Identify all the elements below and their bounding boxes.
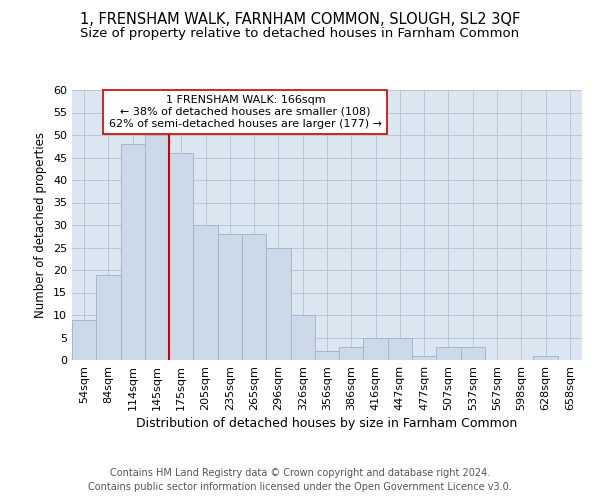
Bar (242, 234, 266, 360)
Bar (388, 338, 412, 360)
Bar (461, 346, 485, 360)
Text: 1, FRENSHAM WALK, FARNHAM COMMON, SLOUGH, SL2 3QF: 1, FRENSHAM WALK, FARNHAM COMMON, SLOUGH… (80, 12, 520, 28)
Bar (193, 225, 218, 360)
Bar (145, 135, 169, 360)
Bar (266, 248, 290, 360)
Bar (96, 274, 121, 360)
Text: Size of property relative to detached houses in Farnham Common: Size of property relative to detached ho… (80, 28, 520, 40)
Bar (72, 320, 96, 360)
X-axis label: Distribution of detached houses by size in Farnham Common: Distribution of detached houses by size … (136, 417, 518, 430)
Bar (290, 315, 315, 360)
Bar (436, 346, 461, 360)
Bar (533, 356, 558, 360)
Text: Contains HM Land Registry data © Crown copyright and database right 2024.
Contai: Contains HM Land Registry data © Crown c… (88, 468, 512, 492)
Y-axis label: Number of detached properties: Number of detached properties (34, 132, 47, 318)
Bar (339, 346, 364, 360)
Bar (169, 153, 193, 360)
Bar (364, 338, 388, 360)
Bar (121, 144, 145, 360)
Text: 1 FRENSHAM WALK: 166sqm
← 38% of detached houses are smaller (108)
62% of semi-d: 1 FRENSHAM WALK: 166sqm ← 38% of detache… (109, 96, 382, 128)
Bar (218, 234, 242, 360)
Bar (315, 351, 339, 360)
Bar (412, 356, 436, 360)
